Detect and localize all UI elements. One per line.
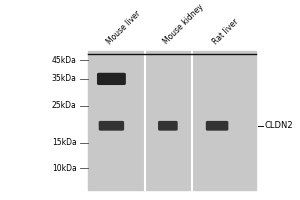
Text: CLDN2: CLDN2 bbox=[265, 121, 293, 130]
FancyBboxPatch shape bbox=[98, 73, 125, 84]
Text: Rat liver: Rat liver bbox=[211, 17, 240, 46]
Text: 10kDa: 10kDa bbox=[52, 164, 77, 173]
Bar bbox=[88, 51, 256, 190]
Text: Mouse kidney: Mouse kidney bbox=[161, 3, 205, 46]
FancyBboxPatch shape bbox=[206, 122, 228, 130]
Text: Mouse liver: Mouse liver bbox=[105, 9, 142, 46]
Text: 35kDa: 35kDa bbox=[52, 74, 77, 83]
Text: 45kDa: 45kDa bbox=[52, 56, 77, 65]
FancyBboxPatch shape bbox=[99, 122, 123, 130]
Text: 25kDa: 25kDa bbox=[52, 101, 77, 110]
Text: 15kDa: 15kDa bbox=[52, 138, 77, 147]
FancyBboxPatch shape bbox=[159, 122, 177, 130]
